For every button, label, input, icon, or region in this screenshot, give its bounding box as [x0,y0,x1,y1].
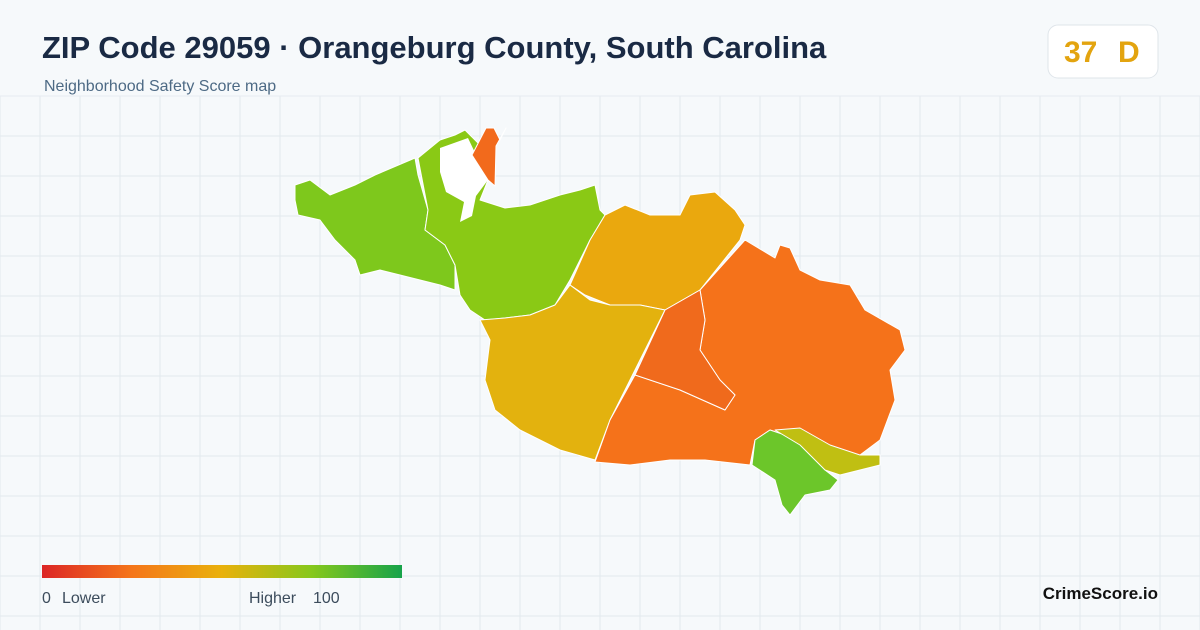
legend-max: 100 [313,590,340,607]
map-region [634,289,736,411]
legend-min-label: Lower [62,590,106,607]
map-region [471,127,507,187]
score-grade: D [1118,36,1140,69]
map-region [751,429,839,516]
score-value: 37 [1064,36,1097,69]
map-region [569,191,746,311]
map-region [479,284,666,461]
page-title: ZIP Code 29059 · Orangeburg County, Sout… [42,30,827,65]
legend-max-label: Higher [249,590,297,607]
score-badge [1047,24,1159,79]
zip-map [294,127,906,516]
page-subtitle: Neighborhood Safety Score map [44,78,276,95]
brand: CrimeScore.io [1043,584,1158,603]
legend-gradient [42,565,402,578]
map-region [294,157,456,291]
map-region [774,427,881,476]
legend-min: 0 [42,590,51,607]
